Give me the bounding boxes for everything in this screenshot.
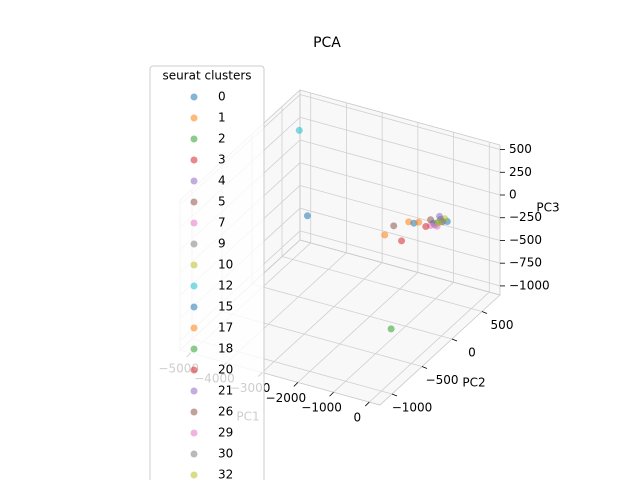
- legend-label: 9: [218, 237, 226, 251]
- point: [303, 212, 311, 220]
- grid-line: [299, 116, 501, 173]
- grid-line: [299, 139, 501, 196]
- legend-label: 12: [218, 279, 233, 293]
- y-tick: [451, 338, 458, 342]
- legend-marker: [190, 219, 198, 227]
- legend-marker: [190, 114, 198, 122]
- point: [415, 218, 423, 226]
- legend-marker: [190, 261, 198, 269]
- grid-line: [261, 262, 383, 373]
- point: [422, 223, 430, 231]
- point: [436, 212, 444, 220]
- legend-marker: [190, 240, 198, 248]
- legend-label: 0: [218, 90, 226, 104]
- x-tick: [293, 382, 299, 387]
- legend-marker: [190, 366, 198, 374]
- z-tick-label: −750: [509, 256, 542, 270]
- grid-line: [299, 207, 501, 264]
- grid-line: [281, 256, 483, 312]
- legend-frame: [149, 65, 265, 480]
- grid-line: [299, 230, 501, 287]
- legend-marker: [190, 429, 198, 437]
- legend-label: 2: [218, 132, 226, 146]
- z-tick-label: −500: [509, 233, 542, 247]
- x-tick: [365, 401, 370, 407]
- z-tick-label: 0: [509, 188, 517, 202]
- legend-marker: [190, 345, 198, 353]
- legend-label: 4: [218, 174, 226, 188]
- legend-marker: [190, 93, 198, 101]
- legend-label: 15: [218, 300, 233, 314]
- point: [434, 219, 442, 227]
- z-tick-label: −250: [509, 210, 542, 224]
- y-tick: [481, 311, 488, 314]
- legend-marker: [190, 471, 198, 479]
- grid-line: [299, 162, 501, 219]
- y-tick-label: −500: [426, 373, 459, 387]
- legend-label: 29: [218, 426, 233, 440]
- legend-marker: [190, 177, 198, 185]
- legend-marker: [190, 156, 198, 164]
- z-tick-label: −1000: [509, 278, 550, 292]
- legend-label: 21: [218, 384, 233, 398]
- legend-marker: [190, 198, 198, 206]
- legend-label: 20: [218, 363, 233, 377]
- y-tick: [421, 366, 428, 369]
- z-axis-label: PC3: [536, 201, 559, 215]
- legend-marker: [190, 282, 198, 290]
- z-tick-label: 250: [509, 165, 532, 179]
- legend-marker: [190, 408, 198, 416]
- legend-marker: [190, 450, 198, 458]
- y-tick-label: −1000: [392, 401, 433, 415]
- legend-title: seurat clusters: [162, 69, 251, 83]
- point: [295, 126, 303, 134]
- x-tick-label: −1000: [301, 401, 342, 415]
- legend-marker: [190, 135, 198, 143]
- chart-title: PCA: [313, 35, 341, 51]
- x-tick: [329, 391, 334, 397]
- legend-label: 5: [218, 195, 226, 209]
- grid-line: [299, 94, 501, 150]
- grid-line: [333, 281, 454, 393]
- point: [427, 216, 435, 224]
- grid-line: [369, 291, 490, 403]
- legend-label: 3: [218, 153, 226, 167]
- y-axis-label: PC2: [462, 376, 485, 390]
- y-tick-label: 0: [468, 346, 476, 360]
- z-tick-label: 500: [509, 142, 532, 156]
- legend: seurat clusters0123457910121517182021262…: [149, 65, 265, 480]
- point: [381, 231, 389, 239]
- legend-label: 30: [218, 447, 233, 461]
- point: [390, 222, 398, 230]
- legend-label: 7: [218, 216, 226, 230]
- point: [398, 237, 406, 245]
- y-tick: [391, 393, 398, 397]
- point: [387, 325, 395, 333]
- legend-label: 10: [218, 258, 233, 272]
- legend-label: 18: [218, 342, 233, 356]
- legend-marker: [190, 387, 198, 395]
- legend-label: 1: [218, 111, 226, 125]
- x-tick-label: 0: [353, 411, 361, 425]
- grid-line: [251, 283, 453, 340]
- legend-label: 32: [218, 468, 233, 480]
- legend-label: 26: [218, 405, 233, 419]
- legend-marker: [190, 324, 198, 332]
- legend-marker: [190, 303, 198, 311]
- grid-line: [297, 272, 419, 383]
- y-tick-label: 500: [491, 318, 514, 332]
- grid-line: [299, 185, 501, 241]
- x-tick-label: −2000: [266, 391, 307, 405]
- legend-label: 17: [218, 321, 233, 335]
